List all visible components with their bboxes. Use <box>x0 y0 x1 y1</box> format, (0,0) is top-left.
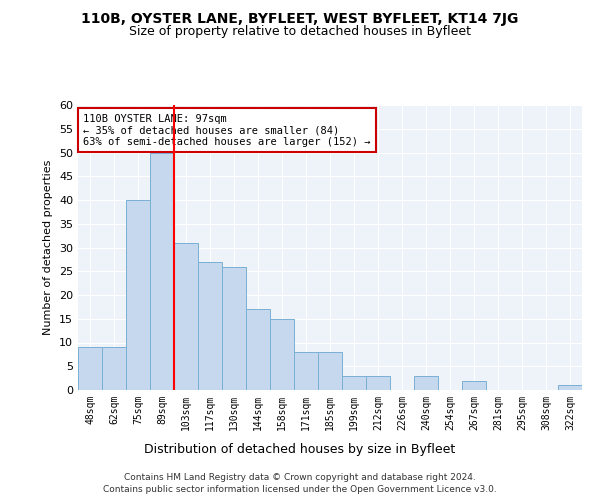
Bar <box>558 385 582 390</box>
Bar <box>126 200 150 390</box>
Bar <box>342 376 366 390</box>
Text: Contains HM Land Registry data © Crown copyright and database right 2024.: Contains HM Land Registry data © Crown c… <box>124 472 476 482</box>
Bar <box>198 262 222 390</box>
Text: 110B OYSTER LANE: 97sqm
← 35% of detached houses are smaller (84)
63% of semi-de: 110B OYSTER LANE: 97sqm ← 35% of detache… <box>83 114 371 147</box>
Text: Distribution of detached houses by size in Byfleet: Distribution of detached houses by size … <box>145 442 455 456</box>
Text: Contains public sector information licensed under the Open Government Licence v3: Contains public sector information licen… <box>103 485 497 494</box>
Text: Size of property relative to detached houses in Byfleet: Size of property relative to detached ho… <box>129 25 471 38</box>
Bar <box>318 352 342 390</box>
Bar <box>102 347 126 390</box>
Bar <box>174 243 198 390</box>
Bar <box>270 319 294 390</box>
Bar <box>366 376 390 390</box>
Bar <box>78 347 102 390</box>
Bar <box>150 152 174 390</box>
Bar <box>414 376 438 390</box>
Text: 110B, OYSTER LANE, BYFLEET, WEST BYFLEET, KT14 7JG: 110B, OYSTER LANE, BYFLEET, WEST BYFLEET… <box>82 12 518 26</box>
Bar <box>222 266 246 390</box>
Bar <box>462 380 486 390</box>
Y-axis label: Number of detached properties: Number of detached properties <box>43 160 53 335</box>
Bar <box>294 352 318 390</box>
Bar <box>246 309 270 390</box>
